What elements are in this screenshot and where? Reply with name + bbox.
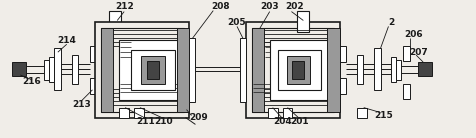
Bar — [403, 84, 409, 99]
Bar — [297, 11, 308, 32]
Bar — [403, 46, 409, 61]
Bar — [12, 62, 26, 76]
Text: 204: 204 — [273, 117, 291, 126]
Bar — [373, 48, 380, 90]
Bar — [267, 108, 277, 117]
Bar — [292, 61, 304, 79]
Bar — [134, 108, 144, 117]
Text: 211: 211 — [136, 117, 155, 126]
Text: 210: 210 — [154, 117, 173, 126]
Bar — [176, 28, 189, 112]
Text: 212: 212 — [115, 2, 133, 11]
Bar — [89, 46, 95, 62]
Bar — [54, 48, 60, 90]
Text: 214: 214 — [57, 36, 76, 45]
Bar — [49, 57, 54, 82]
Bar — [101, 28, 183, 112]
Bar — [44, 60, 49, 80]
Text: 216: 216 — [23, 77, 41, 86]
Bar — [246, 22, 339, 117]
Bar — [339, 46, 345, 62]
Bar — [339, 78, 345, 94]
Bar — [356, 108, 366, 117]
Bar — [396, 60, 400, 80]
Bar — [95, 22, 189, 117]
Bar — [239, 38, 246, 102]
Bar — [71, 55, 78, 84]
Text: 206: 206 — [403, 30, 422, 39]
Bar — [356, 55, 362, 84]
Bar — [101, 28, 113, 112]
Bar — [417, 62, 431, 76]
Text: 202: 202 — [285, 2, 303, 11]
Bar — [251, 28, 263, 112]
Text: 207: 207 — [408, 48, 426, 57]
Text: 201: 201 — [289, 117, 308, 126]
Bar — [277, 50, 320, 90]
Bar — [141, 56, 164, 84]
Bar — [89, 78, 95, 94]
Bar — [109, 11, 121, 32]
Text: 215: 215 — [373, 111, 392, 120]
Bar — [269, 40, 332, 100]
Bar — [119, 108, 129, 117]
Bar — [189, 38, 195, 102]
Text: 209: 209 — [188, 113, 208, 122]
Text: 213: 213 — [72, 100, 91, 109]
Text: 203: 203 — [260, 2, 278, 11]
Text: 205: 205 — [227, 18, 246, 27]
Text: 208: 208 — [210, 2, 229, 11]
Bar — [251, 28, 333, 112]
Bar — [391, 57, 396, 82]
Bar — [131, 50, 174, 90]
Bar — [327, 28, 339, 112]
Bar — [147, 61, 159, 79]
Bar — [286, 56, 309, 84]
Text: 2: 2 — [387, 18, 394, 27]
Bar — [119, 40, 182, 100]
Bar — [282, 108, 292, 117]
